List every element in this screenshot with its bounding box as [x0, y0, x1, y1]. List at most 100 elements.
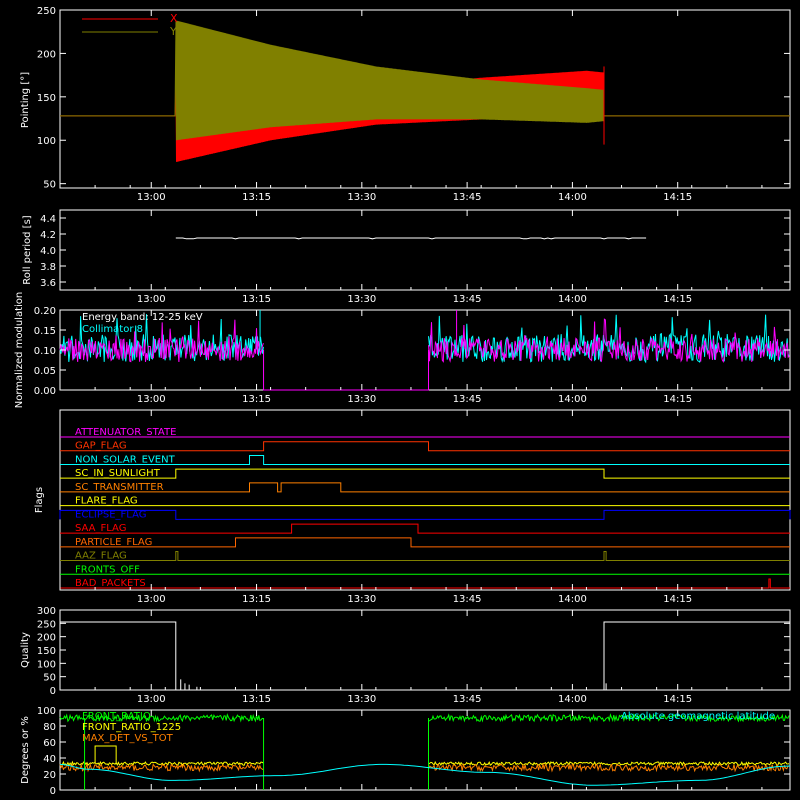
- y-tick-label: 100: [37, 706, 56, 717]
- legend-y-label: Y: [169, 25, 177, 38]
- quality-axes: 13:00 13:15 13:30 13:45 14:00 14:15 0 50 100 150 2…: [37, 606, 790, 705]
- legend-x-label: X: [170, 12, 178, 25]
- x-tick-label: 13:00: [137, 192, 166, 203]
- x-tick-label: 13:30: [347, 394, 376, 405]
- roll-period-line: [175, 237, 647, 240]
- modulation-collimator-label: Collimator 8: [82, 324, 143, 335]
- x-tick-label: 14:15: [663, 192, 692, 203]
- flag-label-attenuator-state: ATTENUATOR_STATE: [75, 427, 176, 438]
- x-tick-label: 13:30: [347, 192, 376, 203]
- pointing-plot-frame: [59, 9, 791, 189]
- x-tick-label: 13:30: [347, 594, 376, 605]
- modulation-panel: 13:00 13:15 13:30 13:45 14:00 14:15 0.00 0.05 0.…: [14, 292, 791, 409]
- y-tick-label: 0.05: [34, 366, 56, 377]
- y-tick-label: 250: [37, 6, 56, 17]
- ratio-series-front-ratio: [59, 712, 790, 723]
- y-tick-label: 4.0: [40, 246, 56, 257]
- y-tick-label: 0: [50, 786, 56, 797]
- x-tick-label: 14:00: [558, 294, 587, 305]
- y-tick-label: 80: [43, 722, 56, 733]
- quality-line: [60, 621, 790, 691]
- y-tick-label: 0.15: [34, 326, 56, 337]
- flag-line-saa-flag: [60, 523, 790, 534]
- modulation-series-group: [59, 310, 790, 391]
- x-tick-label: 13:00: [137, 294, 166, 305]
- pointing-ylabel: Pointing [°]: [20, 72, 31, 128]
- x-tick-label: 13:45: [453, 192, 482, 203]
- flag-label-saa-flag: SAA_FLAG: [75, 523, 126, 534]
- y-tick-label: 0.00: [34, 386, 56, 397]
- quality-ylabel: Quality: [20, 632, 31, 668]
- x-tick-label: 13:15: [242, 594, 271, 605]
- y-tick-label: 100: [37, 659, 56, 670]
- y-tick-label: 50: [43, 673, 56, 684]
- x-tick-label: 14:15: [663, 594, 692, 605]
- ratios-axes: 0 20 40 60 80 100: [37, 706, 790, 797]
- flag-line-aaz-flag: [60, 551, 790, 562]
- roll-period-panel: 13:00 13:15 13:30 13:45 14:00 14:15 3.6 3.8 4.0 4…: [22, 209, 791, 305]
- y-tick-label: 3.8: [40, 262, 56, 273]
- x-tick-label: 13:45: [453, 394, 482, 405]
- y-tick-label: 50: [43, 180, 56, 191]
- pointing-legend: X Y: [82, 12, 178, 38]
- y-tick-label: 200: [37, 49, 56, 60]
- y-tick-label: 60: [43, 738, 56, 749]
- ratios-series-group: [59, 712, 791, 790]
- flags-ylabel: Flags: [34, 487, 45, 513]
- pointing-series-y: [60, 20, 790, 141]
- x-tick-label: 13:15: [242, 394, 271, 405]
- flag-line-gap-flag: [60, 441, 790, 452]
- roll-axes: 13:00 13:15 13:30 13:45 14:00 14:15 3.6 3.8 4.0 4…: [40, 210, 790, 305]
- modulation-ylabel: Normalized modulation: [14, 292, 25, 409]
- x-tick-label: 13:45: [453, 594, 482, 605]
- flag-label-bad-packets: BAD_PACKETS: [75, 578, 146, 589]
- x-tick-label: 13:30: [347, 694, 376, 705]
- y-tick-label: 0.10: [34, 346, 56, 357]
- ratios-plot-frame: [59, 709, 791, 791]
- y-tick-label: 150: [37, 646, 56, 657]
- y-tick-label: 20: [43, 770, 56, 781]
- y-tick-label: 300: [37, 606, 56, 617]
- roll-ylabel: Roll period [s]: [22, 215, 33, 284]
- x-tick-label: 13:00: [137, 394, 166, 405]
- x-tick-label: 14:00: [558, 594, 587, 605]
- flag-line-sc-in-sunlight: [60, 468, 790, 479]
- quality-series-group: [60, 621, 790, 691]
- modulation-magenta-series: [59, 318, 790, 363]
- flag-line-particle-flag: [60, 537, 790, 548]
- x-tick-label: 14:15: [663, 394, 692, 405]
- flag-line-eclipse-flag: [59, 509, 791, 520]
- pointing-panel: 13:00 13:15 13:30 13:45 14:00 14:15 50 100 150 20…: [20, 6, 791, 203]
- ratio-series-max-det-vs-tot: [59, 762, 790, 773]
- flag-label-sc-in-sunlight: SC_IN_SUNLIGHT: [75, 468, 161, 479]
- ratio-1225-step: [94, 745, 117, 764]
- flag-line-sc-transmitter: [60, 482, 790, 493]
- x-tick-label: 13:15: [242, 294, 271, 305]
- flag-line-bad-packets: [60, 578, 790, 589]
- y-tick-label: 40: [43, 754, 56, 765]
- flag-label-non-solar-event: NON_SOLAR_EVENT: [75, 454, 176, 465]
- x-tick-label: 13:15: [242, 192, 271, 203]
- flag-label-sc-transmitter: SC_TRANSMITTER: [75, 482, 164, 493]
- y-tick-label: 0: [50, 686, 56, 697]
- modulation-axes: 13:00 13:15 13:30 13:45 14:00 14:15 0.00 0.05 0.…: [34, 306, 790, 405]
- legend-geomagnetic-latitude: Absolute geomagnetic latitude: [621, 711, 775, 722]
- y-tick-label: 200: [37, 633, 56, 644]
- x-tick-label: 14:00: [558, 192, 587, 203]
- y-tick-label: 150: [37, 93, 56, 104]
- ratios-panel: 0 20 40 60 80 100 Degrees or % FRONT_RATIO FR…: [20, 706, 791, 797]
- legend-front-ratio: FRONT_RATIO: [82, 711, 151, 722]
- x-tick-label: 14:00: [558, 694, 587, 705]
- y-tick-label: 250: [37, 619, 56, 630]
- flags-panel: ATTENUATOR_STATE GAP_FLAG NON_SOLAR_EVENT S…: [34, 409, 791, 605]
- flag-label-gap-flag: GAP_FLAG: [75, 441, 127, 452]
- x-tick-label: 13:45: [453, 294, 482, 305]
- modulation-gap-line: [263, 350, 430, 391]
- x-tick-label: 14:15: [663, 694, 692, 705]
- roll-plot-frame: [59, 209, 791, 291]
- flag-label-fronts-off: FRONTS_OFF: [75, 564, 140, 575]
- legend-max-det-vs-tot: MAX_DET_VS_TOT: [82, 733, 174, 744]
- flag-label-flare-flag: FLARE_FLAG: [75, 496, 138, 507]
- x-tick-label: 14:15: [663, 294, 692, 305]
